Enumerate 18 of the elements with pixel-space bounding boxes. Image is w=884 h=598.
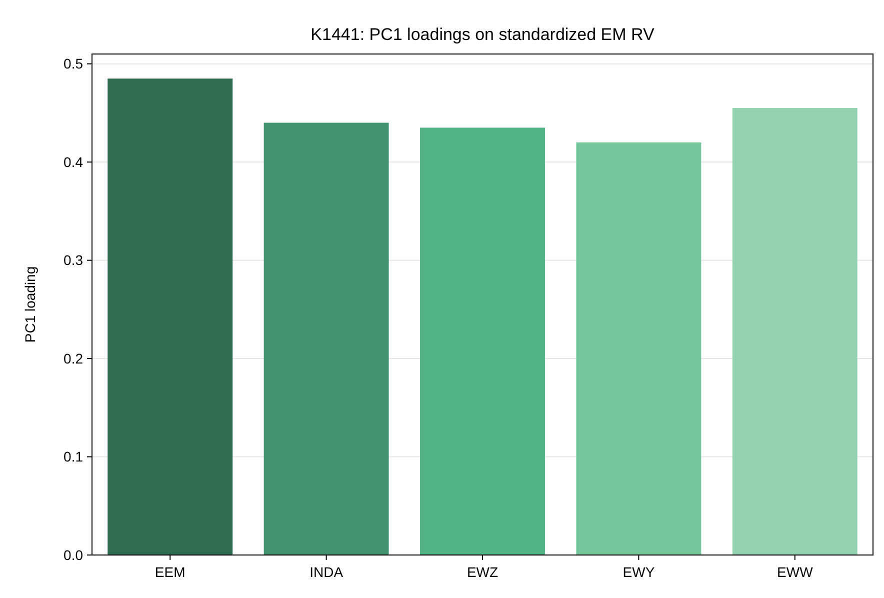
y-tick-label: 0.3	[64, 252, 84, 268]
x-tick-label: EWW	[777, 564, 814, 580]
chart-title: K1441: PC1 loadings on standardized EM RV	[310, 25, 655, 44]
x-tick-label: INDA	[310, 564, 344, 580]
bar	[732, 108, 858, 555]
y-tick-label: 0.5	[64, 56, 84, 72]
y-tick-label: 0.1	[64, 448, 84, 465]
bar	[576, 142, 702, 555]
bar	[264, 122, 389, 555]
bar	[108, 78, 233, 555]
x-tick-label: EWY	[622, 564, 656, 580]
bar	[420, 128, 545, 555]
x-tick-label: EWZ	[466, 564, 498, 580]
x-tick-label: EEM	[154, 564, 186, 580]
y-tick-label: 0.4	[64, 154, 84, 170]
y-axis-title: PC1 loading	[22, 266, 38, 343]
y-tick-label: 0.2	[64, 350, 84, 366]
y-tick-label: 0.0	[64, 546, 84, 563]
